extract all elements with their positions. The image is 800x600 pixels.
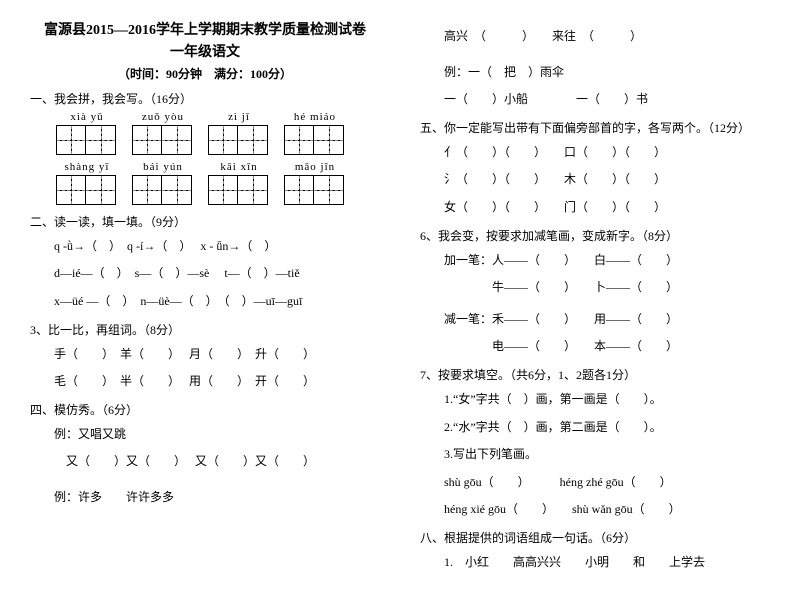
rt-example: 例：一（ 把 ）雨伞 [444, 62, 770, 84]
pinyin: xià yǔ [56, 111, 118, 123]
tianzige [132, 175, 194, 205]
q1-title: 一、我会拼，我会写。（16分） [30, 90, 380, 107]
exam-grade: 一年级语文 [30, 42, 380, 64]
q7-line: héng xié gōu（ ） shù wǎn gōu（ ） [444, 499, 770, 521]
rt-line: 一（ ）小船 一（ ）书 [444, 89, 770, 111]
q8-title: 八、根据提供的词语组成一句话。（6分） [420, 529, 770, 546]
q5-line: 女（ ）（ ） 门（ ）（ ） [444, 197, 770, 219]
q1-pinyin-row1: xià yǔ zuǒ yòu zì jǐ hé miáo [56, 111, 380, 123]
q6-add: 加一笔：人——（ ） 白——（ ） [444, 250, 770, 272]
pinyin: māo jīn [284, 161, 346, 173]
pinyin: hé miáo [284, 111, 346, 123]
q2-line: q -ǜ→（ ） q -í→（ ） x - ǖn→（ ） [54, 236, 380, 258]
tianzige [208, 125, 270, 155]
q5-line: 氵（ ）（ ） 木（ ）（ ） [444, 169, 770, 191]
exam-title: 富源县2015—2016学年上学期期末教学质量检测试卷 [30, 20, 380, 42]
q7-line: 2.“水”字共（ ）画，第二画是（ ）。 [444, 417, 770, 439]
q6-sub: 减一笔：禾——（ ） 用——（ ） [444, 309, 770, 331]
pinyin: zuǒ yòu [132, 111, 194, 123]
q6-add2: 牛——（ ） 卜——（ ） [444, 277, 770, 299]
q2-line: x—üé —（ ） n—üè—（ ） （ ）—uī—guī [54, 291, 380, 313]
q1-grid-row2 [56, 175, 380, 205]
q5-line: 亻（ ）（ ） 口（ ）（ ） [444, 142, 770, 164]
q4-ex1-label: 例：又唱又跳 [54, 424, 380, 446]
q7-l3-label: 3.写出下列笔画。 [444, 444, 770, 466]
q4-title: 四、模仿秀。（6分） [30, 401, 380, 418]
tianzige [284, 175, 346, 205]
q4-ex2: 例：许多 许许多多 [54, 487, 380, 509]
tianzige [56, 175, 118, 205]
pinyin: bái yún [132, 161, 194, 173]
q3-line: 毛（ ） 半（ ） 用（ ） 开（ ） [54, 371, 380, 393]
q6-sub2: 电——（ ） 本——（ ） [444, 336, 770, 358]
tianzige [56, 125, 118, 155]
q3-line: 手（ ） 羊（ ） 月（ ） 升（ ） [54, 344, 380, 366]
pinyin: zì jǐ [208, 111, 270, 123]
tianzige [208, 175, 270, 205]
rt-line: 高兴 （ ） 来往 （ ） [444, 26, 770, 48]
q7-line: shù gōu（ ） héng zhé gōu（ ） [444, 472, 770, 494]
q7-title: 7、按要求填空。（共6分，1、2题各1分） [420, 366, 770, 383]
q8-line: 1. 小红 高高兴兴 小明 和 上学去 [444, 552, 770, 574]
q1-grid-row1 [56, 125, 380, 155]
q6-title: 6、我会变，按要求加减笔画，变成新字。（8分） [420, 227, 770, 244]
q4-ex1-body: 又（ ）又（ ） 又（ ）又（ ） [54, 451, 380, 473]
q2-title: 二、读一读，填一填。（9分） [30, 213, 380, 230]
q5-title: 五、你一定能写出带有下面偏旁部首的字，各写两个。（12分） [420, 119, 770, 136]
q7-line: 1.“女”字共（ ）画，第一画是（ ）。 [444, 389, 770, 411]
pinyin: shàng yī [56, 161, 118, 173]
exam-meta: （时间：90分钟 满分：100分） [30, 65, 380, 82]
tianzige [284, 125, 346, 155]
q1-pinyin-row2: shàng yī bái yún kāi xīn māo jīn [56, 161, 380, 173]
pinyin: kāi xīn [208, 161, 270, 173]
tianzige [132, 125, 194, 155]
q2-line: d—ié—（ ） s—（ ）—sè t—（ ）—tiě [54, 263, 380, 285]
q3-title: 3、比一比，再组词。（8分） [30, 321, 380, 338]
